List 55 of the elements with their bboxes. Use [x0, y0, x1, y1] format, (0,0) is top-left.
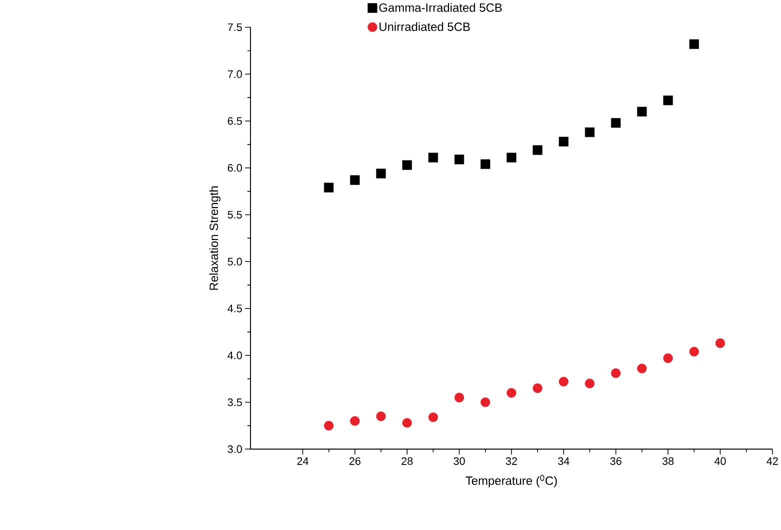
point — [480, 159, 490, 170]
point — [324, 182, 334, 193]
point — [584, 128, 595, 138]
y-tick-label: 3.5 — [228, 398, 242, 406]
x-tick-label: 42 — [766, 457, 778, 465]
x-tick-label: 28 — [402, 457, 413, 466]
x-tick-label: 40 — [714, 457, 726, 466]
point — [611, 118, 621, 128]
point — [715, 338, 726, 348]
x-tick-label: 32 — [506, 457, 517, 466]
x-tick-label: 34 — [558, 457, 570, 466]
y-tick-label: 4.0 — [228, 352, 242, 360]
point — [637, 106, 647, 117]
point — [663, 354, 673, 364]
legend-label: Unirradiated 5CB — [380, 22, 470, 32]
point — [480, 398, 490, 408]
y-tick-label: 6.5 — [228, 117, 242, 125]
point — [376, 168, 386, 178]
point — [454, 392, 464, 402]
y-tick-label: 7.5 — [228, 24, 242, 32]
point — [558, 136, 568, 147]
point — [454, 154, 464, 164]
point — [689, 346, 699, 357]
point — [584, 378, 595, 388]
point — [402, 160, 412, 170]
point — [532, 384, 542, 394]
y-axis-title: Relaxation Strength — [209, 186, 220, 290]
point — [506, 388, 516, 398]
point — [428, 152, 438, 163]
point — [428, 412, 438, 422]
x-tick-label: 30 — [454, 457, 465, 466]
legend-label: Gamma-Irradiated 5CB — [379, 3, 502, 12]
point — [558, 376, 568, 387]
point — [350, 416, 360, 426]
y-tick-label: 6.0 — [228, 164, 242, 172]
y-tick-label: 4.5 — [228, 304, 242, 312]
x-tick-label: 26 — [349, 457, 360, 466]
point — [689, 39, 699, 50]
point — [532, 145, 542, 156]
point — [324, 421, 334, 431]
point — [376, 412, 386, 422]
y-tick-label: 7.0 — [228, 70, 242, 78]
point — [663, 96, 673, 106]
x-tick-label: 38 — [662, 457, 674, 466]
point — [402, 418, 412, 428]
x-tick-label: 36 — [610, 457, 622, 466]
point — [506, 152, 516, 163]
y-tick-label: 5.5 — [228, 211, 242, 219]
y-tick-label: 5.0 — [228, 258, 242, 266]
x-tick-label: 24 — [297, 457, 308, 465]
x-axis-title: Temperature ($^{0}$C) — [466, 475, 557, 488]
point — [637, 364, 647, 374]
point — [611, 368, 621, 378]
point — [350, 175, 360, 186]
y-tick-label: 3.0 — [228, 445, 242, 454]
